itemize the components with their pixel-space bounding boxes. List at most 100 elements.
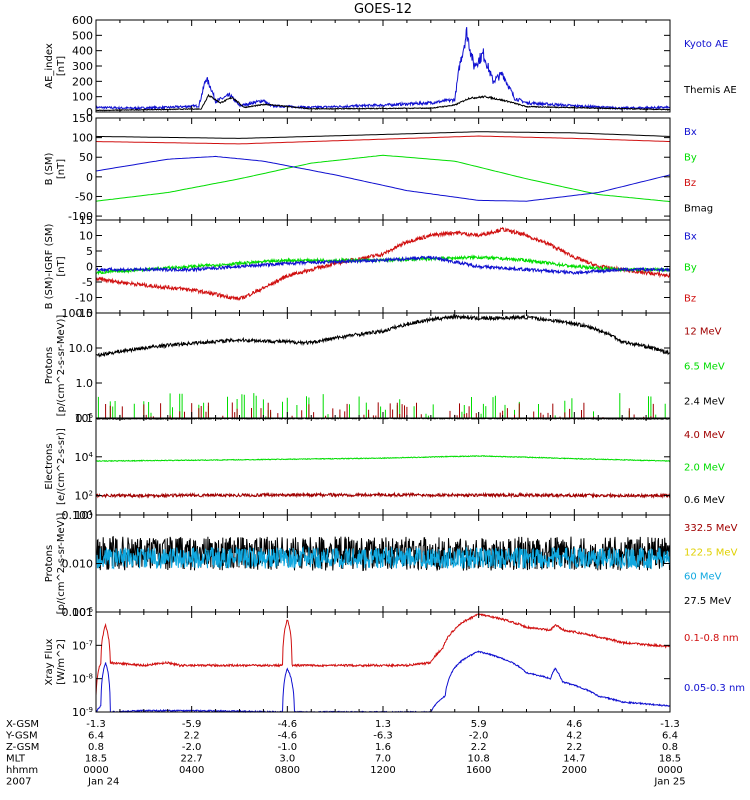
y-tick-label: 300 — [72, 60, 93, 73]
x-axis-value: 0000 — [657, 765, 682, 776]
x-axis-value: -2.0 — [182, 742, 202, 753]
legend-entry: 0.6 MeV — [684, 495, 725, 506]
series-0-05-0-3-nm — [95, 650, 671, 714]
y-axis-label: Protons — [44, 347, 55, 384]
legend-entry: Bz — [684, 178, 696, 189]
x-axis-value: Jan 24 — [87, 777, 119, 788]
x-axis-value: 18.5 — [85, 754, 107, 765]
y-tick-label: 0 — [86, 171, 93, 184]
series-6-5-mev — [97, 393, 666, 418]
y-tick-label: -15 — [75, 307, 93, 320]
series-by — [95, 154, 671, 203]
x-axis-value: -1.3 — [86, 719, 106, 730]
plot-title: GOES-12 — [354, 2, 412, 17]
y-axis-label: [nT] — [56, 56, 67, 76]
y-tick-label: 0.001 — [62, 606, 94, 619]
y-tick-label: 15 — [79, 214, 93, 227]
legend-entry: 6.5 MeV — [684, 362, 725, 373]
y-tick-label: 100 — [72, 91, 93, 104]
legend-entry: 2.4 MeV — [684, 397, 725, 408]
y-axis-label: Electrons — [44, 443, 55, 489]
y-tick-label: 10-7 — [72, 639, 93, 652]
x-axis-value: 7.0 — [375, 754, 391, 765]
x-axis-value: -5.9 — [182, 719, 202, 730]
legend-entry: By — [684, 263, 697, 274]
y-tick-label: 500 — [72, 29, 93, 42]
y-tick-label: 0.1 — [76, 412, 94, 425]
panel-ae-index: 0 100 200 300 400 500 600 AE_index [nT] Kyoto AE T… — [44, 14, 737, 119]
panel-b-field: -100 -50 0 50 100 150 B (SM) [nT] Bx By Bz Bmag — [44, 112, 713, 223]
x-axis-value: 1.3 — [375, 719, 391, 730]
series-kyoto-ae — [95, 27, 671, 111]
x-axis-value: 2.2 — [566, 742, 582, 753]
y-tick-label: 400 — [72, 45, 93, 58]
panel-frame — [95, 417, 671, 516]
panel-protons-high: 0.1 1.0 10.0 100.0 Protons [p/(cm^2-s-sr-MeV)… — [44, 307, 725, 425]
legend-entry: 332.5 MeV — [684, 523, 738, 534]
x-axis-value: 2.2 — [184, 731, 200, 742]
y-tick-label: 600 — [72, 14, 93, 27]
x-axis-value: 5.9 — [471, 719, 487, 730]
y-axis-label: AE_index — [44, 43, 55, 89]
y-tick-label: 50 — [79, 151, 93, 164]
y-tick-label: 0.100 — [62, 509, 94, 522]
panel-frame — [95, 19, 671, 113]
x-axis-value: 0800 — [275, 765, 300, 776]
series-bx — [95, 255, 670, 276]
x-axis-value: 1200 — [370, 765, 395, 776]
x-axis-value: 1600 — [466, 765, 491, 776]
y-tick-label: 102 — [75, 490, 93, 503]
series-0-1-0-8-nm — [95, 612, 671, 696]
legend-entry: 0.05-0.3 nm — [684, 683, 745, 694]
x-axis-value: 14.7 — [563, 754, 585, 765]
legend-entry: Bx — [684, 232, 697, 243]
y-tick-label: -50 — [75, 190, 93, 203]
legend-entry: 122.5 MeV — [684, 547, 738, 558]
x-axis-value: 4.6 — [566, 719, 582, 730]
legend-entry: 12 MeV — [684, 327, 722, 338]
x-axis-row-label: hhmm — [6, 765, 38, 776]
x-axis-value: 0.8 — [88, 742, 104, 753]
y-tick-label: 10-9 — [72, 706, 93, 719]
y-axis-label: [p/(cm^2-s-sr-MeV)] — [56, 513, 67, 615]
y-axis-label: B (SM) — [44, 152, 55, 185]
x-axis-value: -1.3 — [660, 719, 680, 730]
y-tick-label: -10 — [75, 292, 93, 305]
y-axis-label: Protons — [44, 545, 55, 582]
x-axis-value: 0.8 — [662, 742, 678, 753]
x-axis-value: 22.7 — [181, 754, 203, 765]
series-bmag — [95, 131, 670, 139]
y-tick-label: 100.0 — [62, 307, 94, 320]
y-tick-label: 100 — [72, 132, 93, 145]
y-tick-label: 1.0 — [76, 377, 94, 390]
y-tick-label: 10 — [79, 230, 93, 243]
y-axis-label: [nT] — [56, 256, 67, 276]
x-axis-value: -1.0 — [278, 742, 298, 753]
x-axis-value: 10.8 — [468, 754, 490, 765]
y-axis-label: B (SM)-IGRF (SM) — [44, 224, 55, 310]
x-axis-ephemeris: X-GSMY-GSMZ-GSMMLThhmm2007-1.36.40.818.5… — [5, 719, 686, 788]
y-tick-label: 10-8 — [72, 673, 93, 686]
y-tick-label: 0.010 — [62, 558, 94, 571]
x-axis-value: 0400 — [179, 765, 204, 776]
x-axis-value: -2.0 — [469, 731, 489, 742]
y-axis-label: [W/m^2] — [56, 639, 67, 685]
y-tick-label: 200 — [72, 75, 93, 88]
x-axis-value: 2000 — [562, 765, 587, 776]
series-bz — [95, 226, 671, 301]
y-tick-label: 0 — [86, 106, 93, 119]
x-axis-value: 18.5 — [659, 754, 681, 765]
legend-entry: By — [684, 152, 697, 163]
y-axis-label: [nT] — [56, 159, 67, 179]
y-tick-label: 104 — [75, 451, 94, 464]
legend-entry: 60 MeV — [684, 572, 722, 583]
y-tick-label: 0 — [86, 261, 93, 274]
panel-frame — [95, 611, 671, 713]
y-axis-label: Xray Flux — [44, 638, 55, 685]
x-axis-value: 2.2 — [471, 742, 487, 753]
panel-b-minus-igrf: -15 -10 -5 0 5 10 15 B (SM)-IGRF (SM) [nT] Bx By Bz — [44, 214, 697, 320]
series-60-mev — [95, 546, 671, 570]
